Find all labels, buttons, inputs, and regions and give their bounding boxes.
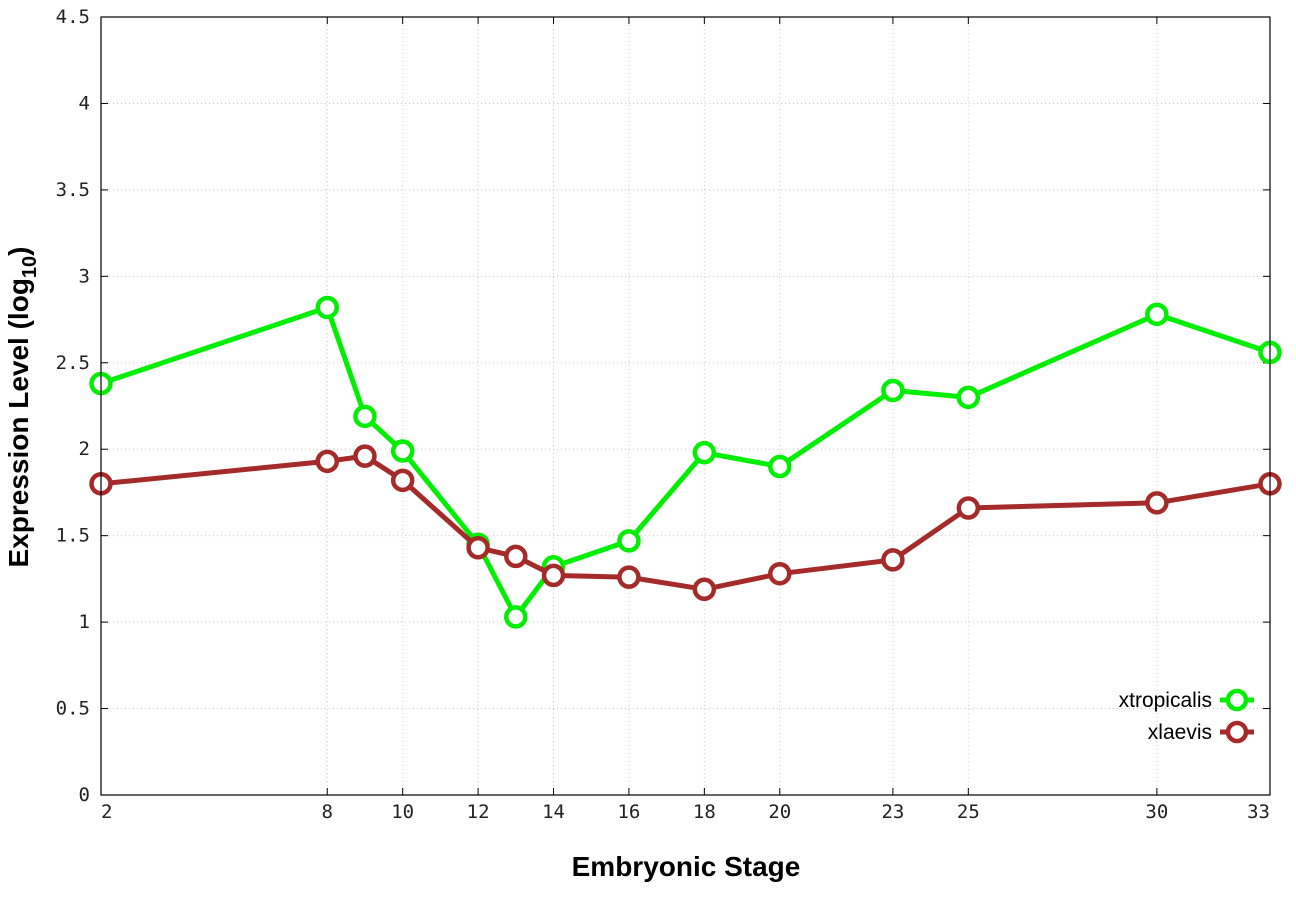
data-point: [1145, 302, 1169, 327]
data-point: [881, 548, 905, 572]
legend-item-xtropicalis: xtropicalis: [1119, 688, 1254, 712]
data-point: [353, 404, 377, 429]
y-tick-label: 0: [79, 784, 90, 806]
x-tick-label: 20: [768, 801, 791, 823]
y-tick-label: 1: [79, 611, 90, 633]
x-tick-label: 18: [693, 801, 716, 823]
x-tick-label: 8: [322, 801, 333, 823]
data-point: [768, 454, 792, 479]
y-tick-label: 2.5: [56, 352, 90, 374]
data-point: [956, 385, 981, 410]
data-point: [768, 561, 792, 586]
data-point: [692, 440, 717, 465]
y-tick-label: 4.5: [56, 6, 90, 28]
data-point: [881, 378, 905, 403]
axis-ticks: [100, 16, 1271, 796]
plot-frame: [100, 16, 1271, 796]
series-xlaevis: [89, 444, 1282, 602]
y-tick-label: 0.5: [56, 698, 90, 720]
y-axis-title: Expression Level (log10): [3, 247, 41, 568]
x-tick-label: 14: [542, 801, 565, 823]
data-point: [692, 577, 717, 602]
series-line: [100, 305, 1271, 620]
y-tick-label: 4: [79, 92, 90, 114]
y-tick-labels: 0 0.5 1 1.5 2 2.5 3 3.5 4 4.5: [56, 6, 90, 806]
y-axis-title-close: ): [3, 247, 34, 256]
data-point: [466, 536, 490, 560]
legend-swatch-marker: [1225, 688, 1249, 712]
y-axis-title-subscript: 10: [19, 256, 41, 278]
series-layer: [89, 295, 1282, 629]
x-axis-title: Embryonic Stage: [572, 851, 801, 882]
y-tick-label: 3.5: [56, 179, 90, 201]
y-tick-label: 3: [79, 265, 90, 287]
x-tick-label: 12: [467, 801, 490, 823]
x-tick-label: 2: [101, 801, 112, 823]
y-tick-label: 1.5: [56, 525, 90, 547]
data-point: [617, 565, 641, 589]
legend: xtropicalis xlaevis: [1119, 688, 1254, 744]
x-tick-label: 30: [1145, 801, 1168, 823]
data-point: [617, 529, 641, 553]
x-tick-label: 23: [881, 801, 904, 823]
data-point: [315, 449, 340, 474]
data-point: [353, 444, 377, 468]
x-tick-label: 25: [957, 801, 980, 823]
data-point: [504, 544, 528, 569]
data-point: [390, 439, 415, 463]
x-tick-label: 33: [1247, 801, 1270, 823]
data-point: [541, 563, 566, 588]
x-tick-labels: 2 8 10 12 14 16 18 20 23 25 30 33: [101, 801, 1270, 823]
data-point: [315, 295, 340, 320]
grid-lines: [101, 17, 1270, 795]
y-axis-title-main: Expression Level (log: [3, 278, 34, 567]
legend-item-xlaevis: xlaevis: [1148, 720, 1254, 744]
x-tick-label: 10: [391, 801, 414, 823]
legend-label: xtropicalis: [1119, 689, 1212, 712]
series-xtropicalis: [89, 295, 1282, 629]
data-point: [1145, 491, 1169, 515]
data-point: [956, 496, 981, 520]
data-point: [504, 605, 528, 629]
legend-label: xlaevis: [1148, 721, 1212, 744]
x-tick-label: 16: [617, 801, 640, 823]
y-tick-label: 2: [79, 438, 90, 460]
data-point: [390, 468, 415, 493]
legend-swatch-marker: [1225, 720, 1249, 744]
